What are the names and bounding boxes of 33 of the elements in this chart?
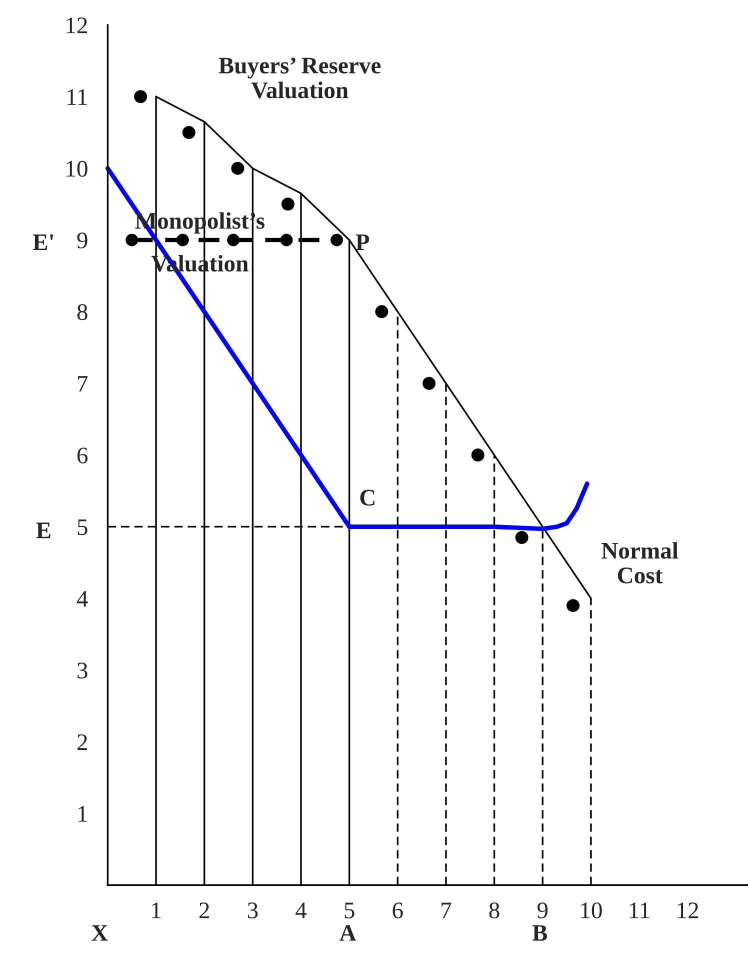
x-tick-label: 10 (581, 902, 602, 918)
x-tick-label: 12 (678, 902, 698, 918)
y-tick-label: 6 (77, 448, 88, 464)
y-tick-label: 2 (78, 734, 87, 750)
y-tick-label: 10 (66, 160, 88, 177)
y-tick-label: 1 (78, 806, 87, 822)
x-tick-label: 11 (630, 902, 650, 918)
y-tick-label: 8 (77, 304, 88, 320)
y-tick-label: 9 (77, 232, 88, 248)
x-tick-label: 6 (392, 902, 403, 918)
text: E' (32, 234, 54, 250)
x-tick-label: 7 (442, 902, 452, 918)
x-tick-label: 2 (199, 902, 209, 918)
x-tick-label: 1 (152, 902, 161, 918)
text: B (532, 925, 548, 941)
text: A (340, 925, 356, 941)
text: X (92, 925, 108, 941)
y-tick-label: 12 (66, 18, 87, 34)
annotation: C (360, 490, 374, 506)
x-tick-label: 3 (248, 902, 258, 918)
y-tick-label: 4 (76, 591, 88, 607)
annotation: Normal Cost (602, 542, 678, 584)
annotation: Buyers’ Reserve Valuation (218, 58, 381, 98)
x-tick-label: 4 (296, 902, 307, 918)
y-tick-label: 5 (78, 519, 88, 536)
text: E (36, 522, 50, 538)
y-tick-label: 11 (68, 89, 87, 105)
y-tick-label: 7 (78, 376, 88, 392)
x-tick-label: 8 (489, 902, 500, 918)
annotation: P (356, 234, 370, 250)
y-tick-label: 3 (78, 662, 88, 679)
x-tick-label: 9 (537, 902, 548, 918)
x-tick-label: 5 (344, 902, 354, 918)
